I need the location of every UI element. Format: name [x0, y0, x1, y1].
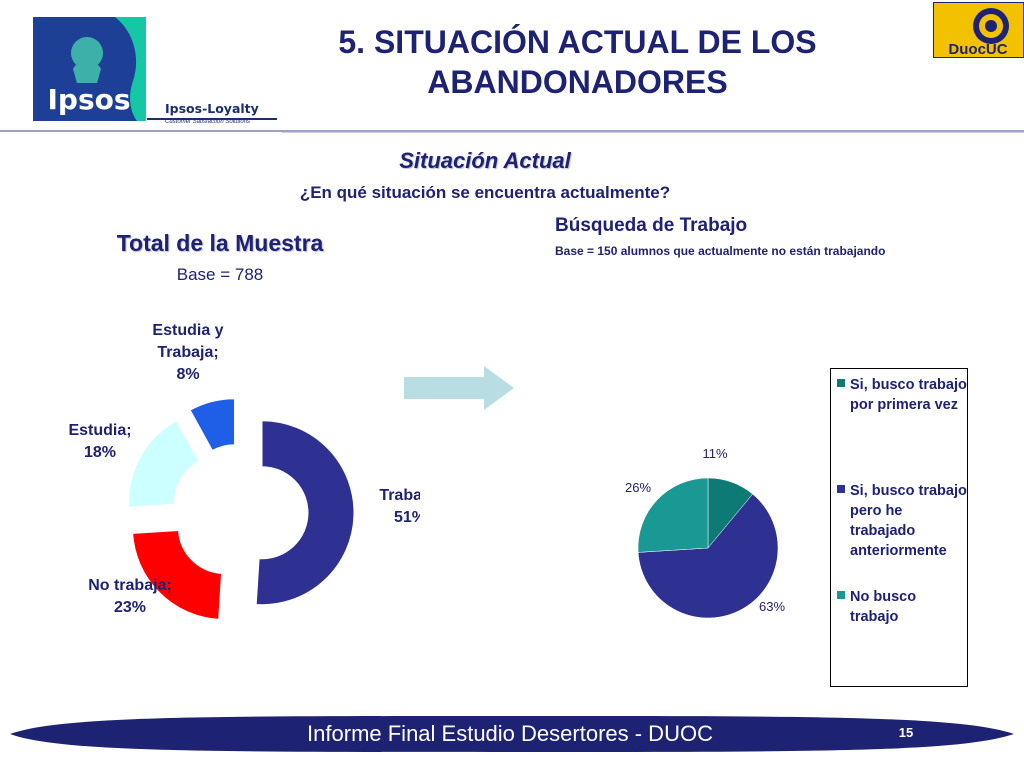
legend-swatch — [837, 591, 845, 599]
pie-data-label: 11% — [702, 446, 727, 461]
donut-slice — [128, 420, 200, 508]
pie-slice — [637, 493, 779, 619]
legend-label: Si, busco trabajo por primera vez — [850, 377, 967, 413]
donut-data-label: Estudia; 18% — [68, 422, 131, 461]
page-title-line1: 5. SITUACIÓN ACTUAL DE LOS — [338, 24, 817, 60]
header-divider — [0, 130, 1024, 132]
page-number: 15 — [898, 725, 914, 740]
section-question: ¿En qué situación se encuentra actualmen… — [299, 183, 671, 202]
pie-data-label: 63% — [759, 599, 785, 614]
right-arrow-icon — [404, 366, 514, 410]
right-panel-base: Base = 150 alumnos que actualmente no es… — [555, 244, 886, 258]
chart-legend: Si, busco trabajo por primera vez Si, bu… — [830, 368, 968, 687]
footer-band — [10, 716, 1014, 752]
page-title-line2: ABANDONADORES — [427, 64, 728, 100]
duoc-logo: DuocUC — [933, 2, 1024, 58]
right-panel-title: Búsqueda de Trabajo — [555, 215, 748, 236]
legend-swatch — [837, 379, 845, 387]
ipsos-logo-text: Ipsos — [47, 83, 130, 116]
duoc-logo-text: DuocUC — [948, 41, 1007, 58]
section-title: Situación Actual — [399, 148, 571, 173]
ipsos-loyalty-brand: Ipsos-Loyalty Customer Satisfaction Solu… — [147, 101, 277, 129]
pie-data-label: 26% — [625, 480, 651, 495]
legend-label: Si, busco trabajo pero he trabajado ante… — [850, 483, 967, 559]
left-panel-base: Base = 788 — [176, 265, 264, 284]
pie-chart: 11% 63% 26% — [625, 446, 785, 619]
donut-data-label: Trabaja;51% — [379, 487, 420, 526]
donut-slice — [255, 420, 355, 606]
donut-slice — [132, 529, 223, 620]
loyalty-divider — [147, 118, 277, 120]
donut-chart: Trabaja;51% No trabaja;23% Estudia;18% Estu… — [68, 322, 420, 620]
legend-label: No busco trabajo — [850, 589, 917, 625]
pie-slice — [637, 477, 709, 553]
left-panel-title: Total de la Muestra — [116, 230, 324, 256]
legend-swatch — [837, 485, 845, 493]
loyalty-name: Ipsos-Loyalty — [165, 101, 259, 116]
header-divider-secondary — [282, 132, 1024, 133]
donut-slice — [189, 398, 236, 452]
donut-data-label: No trabaja; 23% — [88, 577, 172, 616]
donut-data-label: Estudia y Trabaja; 8% — [152, 322, 223, 383]
ipsos-logo: Ipsos — [33, 17, 146, 121]
footer-text: Informe Final Estudio Desertores - DUOC — [307, 721, 713, 746]
page-title: 5. SITUACIÓN ACTUAL DE LOS ABANDONADORES — [300, 22, 855, 102]
loyalty-tagline: Customer Satisfaction Solutions — [165, 119, 251, 125]
